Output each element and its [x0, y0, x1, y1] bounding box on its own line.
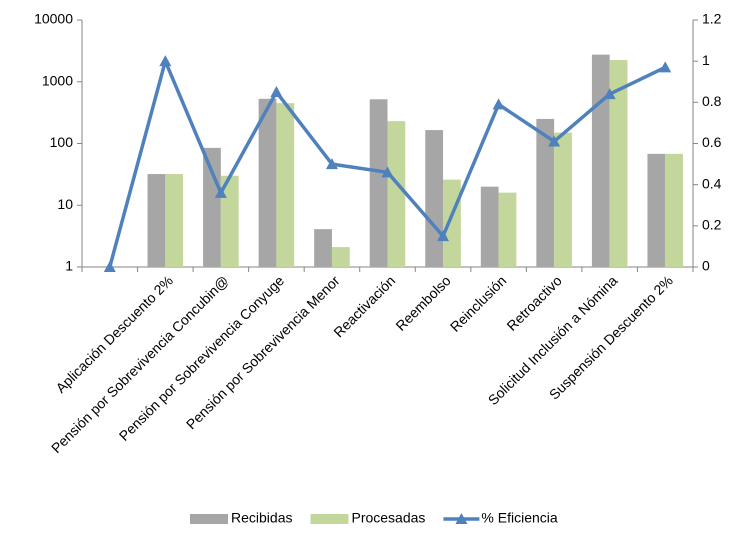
legend-label: % Eficiencia — [481, 510, 557, 526]
x-tick-label: Reembolso — [392, 272, 454, 334]
y2-tick-label: 0.6 — [702, 134, 722, 150]
line-marker — [603, 88, 616, 100]
bar — [314, 229, 332, 267]
legend-swatch — [310, 514, 349, 524]
y2-tick-label: 0.4 — [702, 175, 722, 191]
bar — [609, 60, 628, 267]
bar — [258, 98, 277, 267]
y2-tick-label: 0.8 — [702, 93, 722, 109]
bar — [554, 132, 572, 267]
legend-swatch — [190, 514, 228, 524]
bar — [147, 174, 166, 267]
bar — [387, 121, 406, 268]
y-tick-label: 1 — [65, 258, 73, 274]
x-tick-label: Reinclusión — [447, 272, 509, 334]
line-marker — [659, 61, 672, 73]
bar — [536, 118, 555, 267]
line-marker — [159, 55, 172, 67]
line-marker — [381, 166, 394, 178]
bar — [220, 175, 239, 267]
y2-tick-label: 0.2 — [702, 217, 722, 233]
y2-tick-label: 0 — [702, 258, 710, 274]
bar — [203, 147, 221, 267]
legend-label: Procesadas — [351, 510, 425, 526]
line-marker — [548, 135, 561, 147]
bar — [276, 103, 295, 267]
bar — [498, 192, 517, 267]
line-marker — [437, 230, 450, 242]
bar — [369, 99, 388, 267]
y2-tick-label: 1 — [702, 52, 710, 68]
bar — [425, 130, 444, 267]
bar — [443, 179, 461, 267]
y-tick-label: 1000 — [42, 72, 73, 88]
line-marker — [492, 98, 505, 110]
y-tick-label: 100 — [50, 134, 74, 150]
y-tick-label: 10000 — [34, 11, 73, 27]
legend-label: Recibidas — [231, 510, 292, 526]
bar — [647, 153, 666, 267]
bar — [331, 247, 350, 267]
line-marker — [270, 86, 283, 98]
line-marker — [103, 261, 116, 272]
bar — [480, 186, 499, 267]
y-tick-label: 10 — [57, 196, 73, 212]
bar — [165, 174, 184, 267]
y2-tick-label: 1.2 — [702, 11, 722, 27]
bar — [591, 54, 610, 268]
line-marker — [325, 158, 338, 170]
line-marker — [214, 186, 227, 198]
bar — [665, 153, 684, 267]
legend-marker — [455, 513, 468, 524]
